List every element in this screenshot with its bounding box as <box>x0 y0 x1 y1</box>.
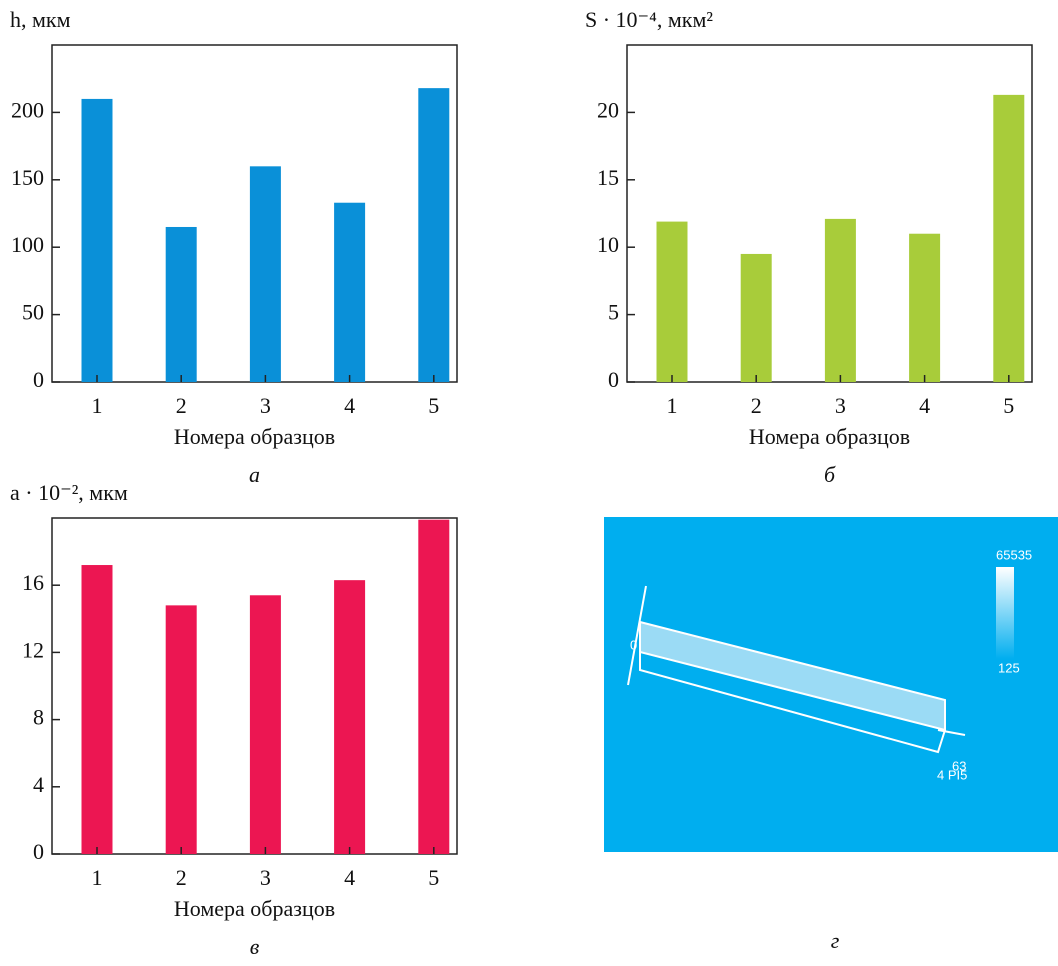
x-tick-label: 4 <box>344 865 355 890</box>
y-tick-label: 0 <box>33 839 44 864</box>
bar <box>82 99 113 382</box>
panel-caption: г <box>831 928 840 953</box>
x-axis-label: Номера образцов <box>174 896 335 921</box>
x-tick-label: 4 <box>919 393 930 418</box>
bar <box>993 95 1024 382</box>
y-tick-label: 8 <box>33 705 44 730</box>
axis-label: 0 <box>630 637 637 652</box>
bar <box>825 219 856 382</box>
y-tick-label: 16 <box>22 570 44 595</box>
x-tick-label: 2 <box>751 393 762 418</box>
colorbar-max: 65535 <box>996 547 1032 562</box>
x-tick-label: 1 <box>92 865 103 890</box>
y-tick-label: 0 <box>608 367 619 392</box>
bar <box>909 234 940 382</box>
y-tick-label: 0 <box>33 367 44 392</box>
x-tick-label: 2 <box>176 865 187 890</box>
x-tick-label: 4 <box>344 393 355 418</box>
x-tick-label: 5 <box>428 865 439 890</box>
x-tick-label: 5 <box>428 393 439 418</box>
panel-caption: в <box>250 934 260 959</box>
y-tick-label: 50 <box>22 300 44 325</box>
x-tick-label: 5 <box>1003 393 1014 418</box>
bar <box>166 605 197 854</box>
x-tick-label: 3 <box>835 393 846 418</box>
y-tick-label: 200 <box>11 97 44 122</box>
x-tick-label: 3 <box>260 865 271 890</box>
bar <box>334 203 365 382</box>
y-tick-label: 5 <box>608 300 619 325</box>
bar <box>166 227 197 382</box>
y-tick-label: 4 <box>33 772 44 797</box>
y-tick-label: 20 <box>597 97 619 122</box>
x-tick-label: 1 <box>667 393 678 418</box>
panel-caption: б <box>824 462 836 487</box>
figure: 65535 125 0 63 4 PI5 г h, мкм05010015020… <box>0 0 1058 961</box>
bar <box>418 88 449 382</box>
colorbar <box>996 567 1014 659</box>
bar <box>250 166 281 382</box>
bar <box>250 595 281 854</box>
y-tick-label: 15 <box>597 165 619 190</box>
image-panel: 65535 125 0 63 4 PI5 г <box>604 517 1058 953</box>
bar <box>418 520 449 854</box>
x-axis-label: Номера образцов <box>749 424 910 449</box>
x-tick-label: 2 <box>176 393 187 418</box>
bar <box>334 580 365 854</box>
bar <box>657 222 688 382</box>
x-axis-label: Номера образцов <box>174 424 335 449</box>
y-tick-label: 100 <box>11 232 44 257</box>
axis-label: 4 PI5 <box>937 767 967 782</box>
panel-caption: а <box>249 462 260 487</box>
bar <box>82 565 113 854</box>
y-axis-label: h, мкм <box>10 7 71 32</box>
colorbar-min: 125 <box>998 660 1020 675</box>
x-tick-label: 3 <box>260 393 271 418</box>
x-tick-label: 1 <box>92 393 103 418</box>
y-tick-label: 10 <box>597 232 619 257</box>
bar <box>741 254 772 382</box>
y-axis-label: a · 10⁻², мкм <box>10 480 128 505</box>
y-tick-label: 150 <box>11 165 44 190</box>
y-axis-label: S · 10⁻⁴, мкм² <box>585 7 713 32</box>
y-tick-label: 12 <box>22 637 44 662</box>
